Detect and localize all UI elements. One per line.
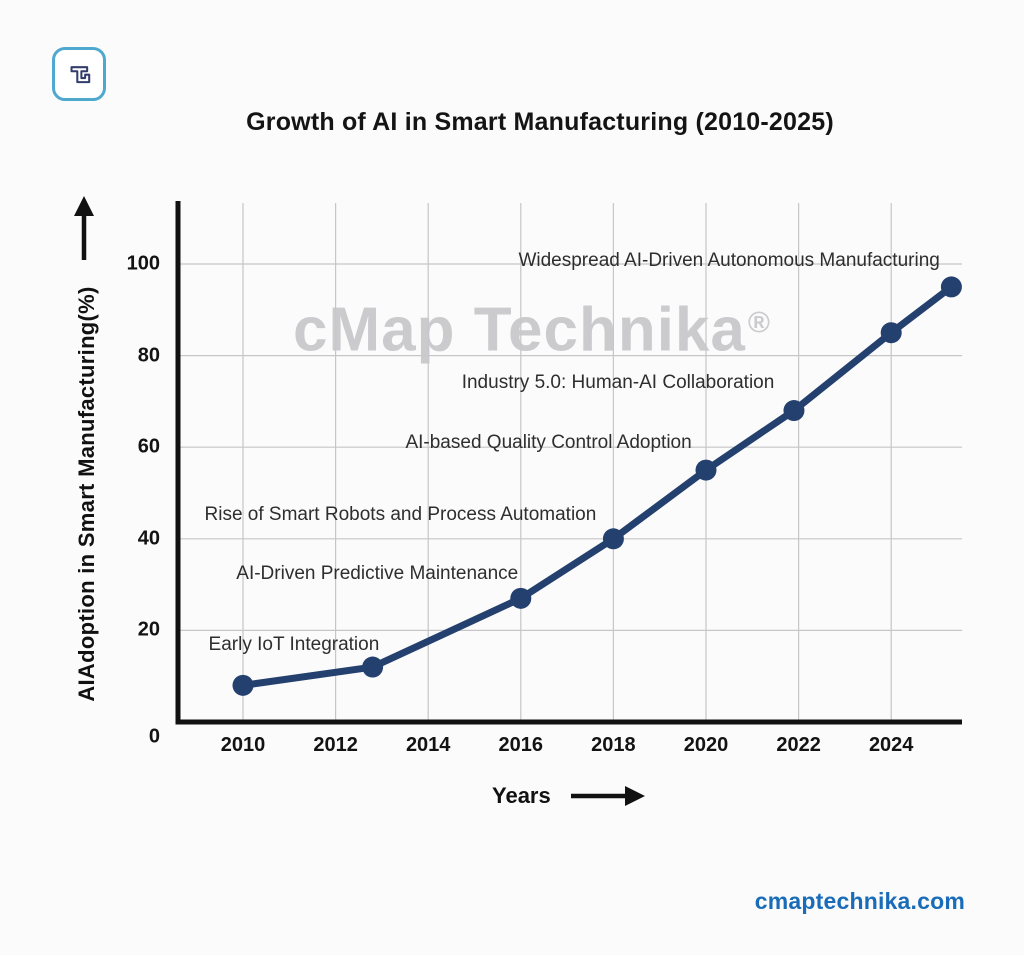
registered-trademark-icon: ® (747, 306, 771, 340)
y-tick-label: 40 (137, 527, 160, 550)
y-tick-label: 60 (137, 435, 160, 458)
series-line (239, 283, 955, 689)
x-tick-label: 2010 (220, 734, 266, 756)
data-annotation: AI-based Quality Control Adoption (405, 431, 692, 453)
data-point-marker (783, 400, 805, 422)
website-link[interactable]: cmaptechnika.com (754, 888, 965, 914)
data-point-marker (232, 674, 254, 696)
data-annotation: Industry 5.0: Human-AI Collaboration (461, 372, 775, 394)
x-tick-label: 2022 (776, 734, 821, 756)
x-tick-label: 2024 (868, 734, 914, 756)
data-point-marker (362, 656, 384, 678)
right-arrow-icon (570, 786, 645, 806)
up-arrow-head-icon (74, 196, 94, 216)
x-tick-label: 2020 (683, 734, 729, 756)
data-annotation: Widespread AI-Driven Autonomous Manufact… (518, 249, 940, 271)
data-point-marker (695, 459, 717, 481)
x-axis-label-group: Years (492, 783, 649, 809)
data-point-marker (510, 587, 532, 609)
data-annotation: AI-Driven Predictive Maintenance (236, 562, 519, 584)
x-axis-label: Years (492, 783, 551, 808)
data-annotation: Early IoT Integration (208, 634, 380, 656)
logo-glyph-icon (70, 66, 91, 84)
data-point-marker (940, 276, 962, 298)
data-point-marker (602, 528, 624, 550)
x-tick-label: 2016 (498, 734, 544, 756)
cmap-technika-logo-icon (52, 47, 106, 101)
y-tick-label: 80 (137, 344, 160, 367)
x-tick-label: 2014 (405, 734, 451, 756)
x-tick-label: 2012 (313, 734, 358, 756)
data-annotation: Rise of Smart Robots and Process Automat… (204, 503, 597, 525)
watermark: cMap Technika® (293, 295, 771, 366)
y-tick-label: 20 (137, 618, 160, 641)
data-point-marker (880, 322, 902, 344)
watermark-text: cMap Technika (293, 295, 746, 365)
chart-title: Growth of AI in Smart Manufacturing (201… (246, 108, 834, 136)
y-tick-label: 0 (148, 725, 160, 748)
x-tick-label: 2018 (591, 734, 636, 756)
y-tick-label: 100 (126, 252, 160, 275)
